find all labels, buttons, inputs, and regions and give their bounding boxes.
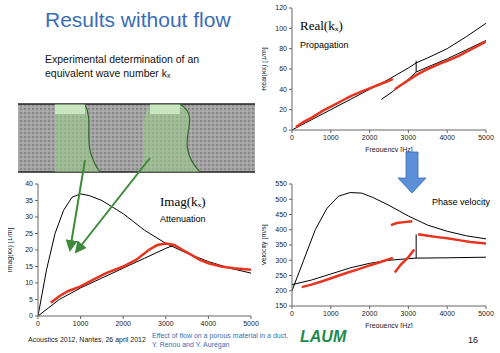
- svg-text:40: 40: [279, 86, 287, 93]
- html-text:Imag(kₓ): Imag(kₓ): [160, 194, 206, 209]
- svg-text:4000: 4000: [439, 134, 455, 141]
- svg-text:Real(kx) [1/m]: Real(kx) [1/m]: [262, 47, 268, 91]
- svg-text:5000: 5000: [243, 320, 259, 327]
- html-text:16: 16: [468, 335, 478, 345]
- svg-text:Frequency [Hz]: Frequency [Hz]: [365, 146, 413, 152]
- svg-text:3000: 3000: [401, 310, 417, 317]
- svg-text:30: 30: [25, 213, 33, 220]
- svg-text:150: 150: [275, 302, 287, 309]
- html-text:LAUM: LAUM: [300, 328, 347, 345]
- svg-text:2000: 2000: [362, 310, 378, 317]
- svg-text:Frequency [Hz]: Frequency [Hz]: [365, 322, 413, 328]
- svg-text:450: 450: [275, 211, 287, 218]
- svg-text:400: 400: [275, 226, 287, 233]
- html-text:Y. Renou and Y. Aurégan: Y. Renou and Y. Aurégan: [152, 341, 230, 348]
- svg-text:0: 0: [283, 126, 287, 133]
- svg-text:0: 0: [290, 310, 294, 317]
- html-text:Experimental determination of: Experimental determination of an equival…: [45, 53, 200, 79]
- svg-text:4000: 4000: [201, 320, 217, 327]
- svg-text:Imag(kx) [1/m]: Imag(kx) [1/m]: [8, 228, 14, 273]
- svg-text:4000: 4000: [439, 310, 455, 317]
- svg-text:10: 10: [25, 279, 33, 286]
- html-text:Attenuation: Attenuation: [160, 214, 206, 224]
- html-text:Effect of flow on a porous mat: Effect of flow on a porous material in a…: [152, 332, 289, 339]
- svg-text:20: 20: [25, 246, 33, 253]
- svg-text:250: 250: [275, 272, 287, 279]
- svg-text:0: 0: [36, 320, 40, 327]
- svg-text:15: 15: [25, 263, 33, 270]
- svg-text:550: 550: [275, 180, 287, 187]
- svg-text:3000: 3000: [401, 134, 417, 141]
- svg-text:350: 350: [275, 241, 287, 248]
- svg-text:5000: 5000: [478, 134, 492, 141]
- svg-text:1000: 1000: [73, 320, 89, 327]
- svg-text:40: 40: [25, 180, 33, 187]
- svg-text:5: 5: [29, 296, 33, 303]
- svg-text:25: 25: [25, 230, 33, 237]
- svg-text:500: 500: [275, 196, 287, 203]
- svg-text:20: 20: [279, 106, 287, 113]
- svg-text:2000: 2000: [115, 320, 131, 327]
- svg-text:300: 300: [275, 257, 287, 264]
- svg-text:80: 80: [279, 45, 287, 52]
- svg-text:1000: 1000: [323, 310, 339, 317]
- html-text:Propagation: Propagation: [300, 40, 349, 50]
- svg-text:120: 120: [275, 4, 287, 11]
- html-text:Phase velocity: Phase velocity: [432, 197, 490, 207]
- svg-text:Velocity [m/s]: Velocity [m/s]: [262, 224, 268, 265]
- svg-text:2000: 2000: [362, 134, 378, 141]
- html-text:Acoustics 2012, Nantes, 26 apr: Acoustics 2012, Nantes, 26 april 2012: [28, 336, 146, 343]
- html-text:Results without flow: Results without flow: [45, 8, 231, 31]
- svg-text:35: 35: [25, 197, 33, 204]
- svg-text:100: 100: [275, 25, 287, 32]
- svg-text:1000: 1000: [323, 134, 339, 141]
- svg-text:3000: 3000: [158, 320, 174, 327]
- svg-text:200: 200: [275, 287, 287, 294]
- svg-text:0: 0: [29, 312, 33, 319]
- html-text:Real(kₓ): Real(kₓ): [300, 18, 343, 33]
- svg-text:0: 0: [290, 134, 294, 141]
- svg-text:60: 60: [279, 65, 287, 72]
- svg-text:5000: 5000: [478, 310, 492, 317]
